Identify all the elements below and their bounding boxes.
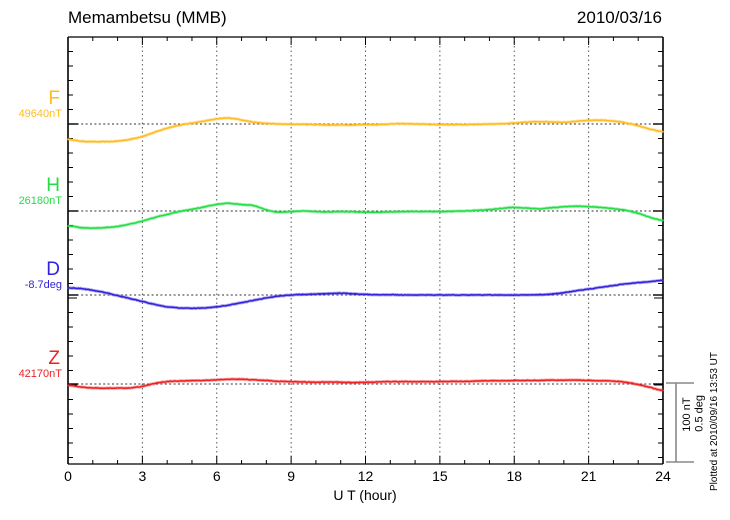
component-baseline-h: 26180nT bbox=[18, 195, 62, 207]
x-tick-label: 15 bbox=[432, 468, 448, 484]
x-tick-label: 9 bbox=[287, 468, 296, 484]
component-label-f: F bbox=[48, 88, 60, 109]
x-tick-label: 6 bbox=[212, 468, 221, 484]
x-tick-label: 24 bbox=[655, 468, 671, 484]
component-baseline-z: 42170nT bbox=[18, 368, 62, 380]
component-label-d: D bbox=[46, 259, 60, 280]
x-axis-label: U T (hour) bbox=[333, 487, 397, 503]
component-label-z: Z bbox=[48, 348, 60, 369]
data-traces bbox=[67, 116, 664, 393]
x-tick-label: 18 bbox=[506, 468, 523, 484]
component-baseline-d: -8.7deg bbox=[24, 279, 62, 291]
component-baseline-f: 49640nT bbox=[18, 108, 62, 120]
x-tick-label: 21 bbox=[580, 468, 597, 484]
component-label-h: H bbox=[46, 175, 60, 196]
x-tick-label: 0 bbox=[64, 468, 72, 484]
scale-bar-deg: 0.5 deg bbox=[693, 395, 706, 432]
x-tick-label: 12 bbox=[357, 468, 374, 484]
grid-lines bbox=[141, 37, 590, 464]
scale-bar bbox=[666, 382, 694, 463]
plotted-at-stamp: Plotted at 2010/09/16 13:53 UT bbox=[709, 352, 720, 491]
scale-bar-caption: 100 nT 0.5 deg bbox=[681, 395, 706, 432]
axis-ticks bbox=[67, 37, 664, 464]
observation-date: 2010/03/16 bbox=[576, 8, 662, 27]
x-tick-label: 3 bbox=[138, 468, 147, 484]
page-title: Memambetsu (MMB) bbox=[68, 8, 227, 27]
scale-bar-nt: 100 nT bbox=[681, 397, 693, 432]
